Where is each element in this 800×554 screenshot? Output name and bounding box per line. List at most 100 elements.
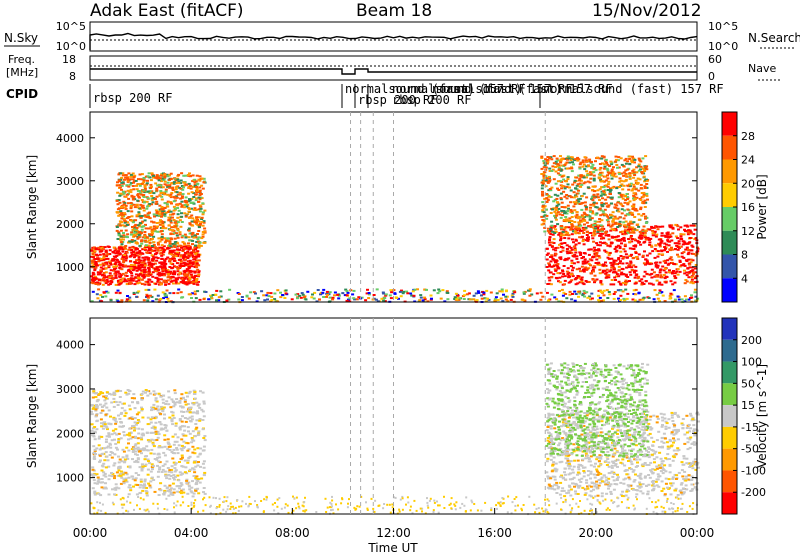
velocity-data-point	[159, 423, 163, 426]
power-data-point	[600, 186, 604, 189]
power-data-point	[662, 269, 666, 272]
power-data-point	[148, 176, 152, 179]
velocity-data-point	[108, 392, 111, 395]
power-data-point	[637, 291, 641, 294]
power-data-point	[607, 204, 611, 207]
power-data-point	[143, 187, 147, 190]
power-data-point	[102, 256, 106, 259]
power-data-point	[566, 210, 570, 212]
power-data-point	[610, 257, 614, 260]
velocity-data-point	[186, 403, 190, 405]
power-data-point	[640, 214, 644, 217]
power-data-point	[402, 290, 406, 293]
power-data-point	[365, 292, 369, 295]
power-data-point	[582, 243, 586, 246]
velocity-data-point	[187, 392, 191, 395]
velocity-data-point	[146, 423, 150, 426]
power-data-point	[139, 216, 143, 219]
power-data-point	[423, 288, 427, 291]
power-data-point	[578, 281, 582, 284]
power-data-point	[191, 239, 195, 242]
velocity-data-point	[166, 467, 170, 469]
power-data-point	[557, 203, 561, 206]
power-data-point	[598, 241, 602, 244]
power-data-point	[159, 252, 163, 255]
power-data-point	[618, 216, 622, 219]
power-data-point	[90, 300, 94, 303]
power-data-point	[555, 214, 559, 217]
power-data-point	[639, 206, 643, 209]
power-data-point	[571, 161, 574, 164]
power-data-point	[510, 294, 514, 297]
power-data-point	[580, 265, 584, 268]
power-data-point	[126, 177, 129, 180]
velocity-data-point	[202, 437, 206, 439]
power-data-point	[143, 271, 147, 274]
power-data-point	[122, 203, 126, 206]
power-data-point	[123, 174, 127, 177]
power-data-point	[133, 180, 136, 183]
power-data-point	[619, 255, 623, 257]
velocity-data-point	[187, 484, 191, 487]
power-data-point	[176, 221, 180, 224]
power-data-point	[547, 175, 551, 178]
power-data-point	[690, 296, 694, 299]
power-data-point	[660, 250, 664, 253]
power-data-point	[607, 274, 611, 277]
power-data-point	[482, 293, 486, 296]
power-data-point	[615, 187, 619, 190]
velocity-data-point	[182, 411, 186, 413]
power-data-point	[341, 292, 345, 295]
power-data-point	[198, 204, 202, 207]
power-data-point	[131, 251, 135, 253]
power-data-point	[162, 280, 166, 283]
power-data-point	[127, 185, 131, 188]
power-data-point	[182, 261, 186, 264]
power-data-point	[121, 250, 125, 253]
power-data-point	[276, 289, 280, 292]
velocity-data-point	[165, 429, 169, 432]
velocity-data-point	[144, 389, 148, 391]
power-data-point	[550, 265, 554, 268]
power-data-point	[175, 282, 179, 285]
velocity-data-point	[131, 446, 135, 449]
velocity-data-point	[181, 415, 184, 418]
power-data-point	[603, 189, 607, 192]
power-data-point	[188, 269, 192, 272]
power-data-point	[103, 280, 107, 283]
power-data-point	[638, 159, 642, 162]
power-data-point	[270, 295, 274, 298]
power-data-point	[162, 265, 166, 268]
power-data-point	[196, 250, 200, 253]
velocity-data-point	[120, 421, 123, 424]
power-data-point	[588, 295, 592, 298]
power-data-point	[163, 176, 167, 179]
power-data-point	[155, 214, 159, 217]
power-data-point	[623, 201, 627, 204]
velocity-data-point	[195, 419, 199, 422]
power-data-point	[604, 160, 608, 163]
power-data-point	[156, 273, 160, 276]
power-data-point	[148, 190, 152, 193]
power-data-point	[609, 187, 612, 190]
power-data-point	[170, 182, 174, 185]
power-data-point	[123, 221, 127, 224]
velocity-data-point	[113, 438, 116, 441]
velocity-data-point	[155, 439, 159, 441]
power-data-point	[669, 249, 672, 252]
velocity-data-point	[133, 444, 137, 447]
power-data-point	[596, 229, 600, 232]
velocity-data-point	[146, 394, 150, 397]
power-data-point	[322, 288, 326, 291]
power-data-point	[686, 267, 690, 270]
power-data-point	[668, 257, 672, 260]
power-data-point	[160, 233, 164, 236]
velocity-data-point	[137, 474, 141, 476]
velocity-data-point	[100, 486, 104, 489]
power-data-point	[91, 259, 95, 262]
power-data-point	[612, 166, 615, 169]
power-data-point	[142, 196, 146, 198]
power-data-point	[578, 182, 582, 185]
velocity-data-point	[143, 458, 147, 461]
power-data-point	[129, 188, 133, 191]
